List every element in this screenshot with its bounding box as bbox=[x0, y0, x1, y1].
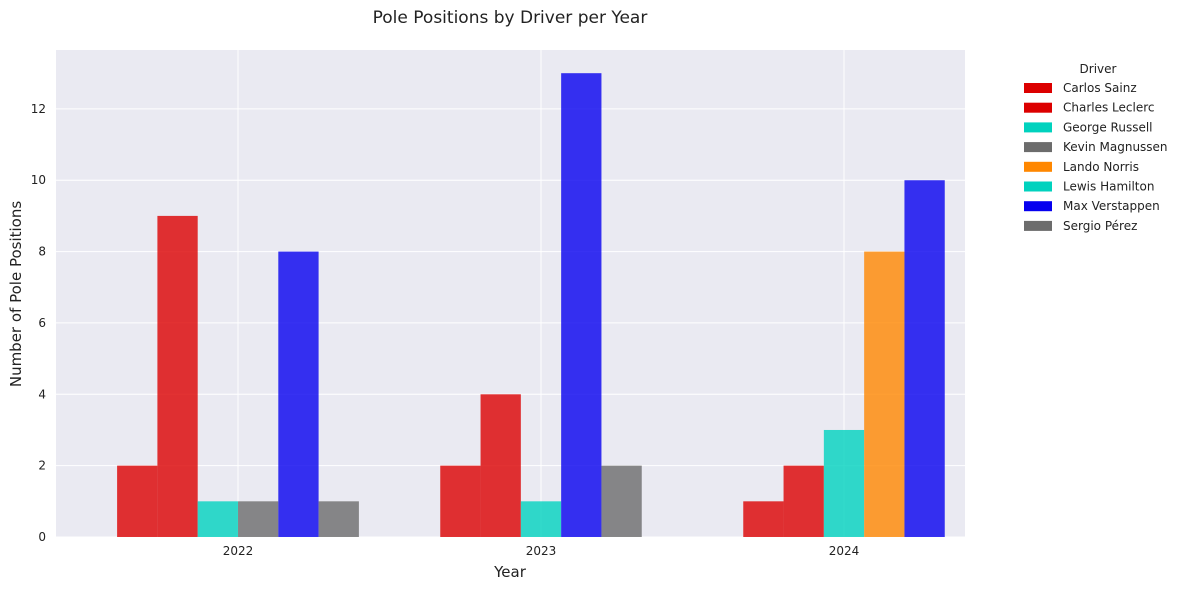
legend-entry-label: Carlos Sainz bbox=[1063, 81, 1137, 95]
y-axis-ticks: 0 2 4 6 8 10 12 bbox=[31, 102, 46, 544]
y-tick-label: 12 bbox=[31, 102, 46, 116]
legend-swatch bbox=[1024, 83, 1052, 93]
y-axis-label: Number of Pole Positions bbox=[7, 201, 25, 388]
bar-charles-leclerc-2024 bbox=[783, 465, 824, 537]
legend-entry-label: Lewis Hamilton bbox=[1063, 180, 1154, 194]
y-tick-label: 2 bbox=[38, 459, 46, 473]
legend-entry-label: Charles Leclerc bbox=[1063, 101, 1155, 115]
y-tick-label: 0 bbox=[38, 530, 46, 544]
bar-george-russell-2022 bbox=[197, 501, 238, 537]
chart-title: Pole Positions by Driver per Year bbox=[373, 8, 648, 28]
bar-kevin-magnussen-2022 bbox=[238, 501, 279, 537]
legend-title: Driver bbox=[1080, 62, 1117, 76]
x-axis-ticks: 2022 2023 2024 bbox=[223, 544, 860, 558]
legend-swatch bbox=[1024, 122, 1052, 133]
y-tick-label: 4 bbox=[38, 387, 46, 401]
bar-charles-leclerc-2023 bbox=[480, 394, 521, 537]
bar-group bbox=[117, 73, 945, 538]
legend-entry-label: George Russell bbox=[1063, 120, 1153, 134]
legend-swatch bbox=[1024, 220, 1052, 231]
y-tick-label: 10 bbox=[31, 173, 46, 187]
legend-entry-label: Lando Norris bbox=[1063, 160, 1139, 174]
legend-swatch bbox=[1024, 102, 1052, 113]
y-tick-label: 8 bbox=[38, 245, 46, 259]
x-axis-label: Year bbox=[493, 563, 527, 581]
bar-george-russell-2024 bbox=[823, 429, 865, 537]
legend-swatch bbox=[1024, 201, 1052, 212]
bar-lando-norris-2024 bbox=[864, 251, 905, 538]
x-tick-label: 2023 bbox=[526, 544, 557, 558]
bar-george-russell-2023 bbox=[520, 501, 562, 537]
bar-max-verstappen-2022 bbox=[278, 251, 319, 538]
legend-entry-label: Kevin Magnussen bbox=[1063, 140, 1168, 154]
bar-max-verstappen-2024 bbox=[904, 180, 945, 537]
bar-charles-leclerc-2022 bbox=[157, 215, 198, 537]
bar-carlos-sainz-2024 bbox=[743, 501, 784, 537]
x-tick-label: 2024 bbox=[829, 544, 860, 558]
bar-max-verstappen-2023 bbox=[561, 73, 602, 537]
bar-sergio-p-rez-2023 bbox=[601, 465, 642, 537]
legend-entry-label: Max Verstappen bbox=[1063, 199, 1160, 213]
bar-carlos-sainz-2023 bbox=[440, 465, 481, 537]
legend: Driver Carlos Sainz Charles Leclerc George… bbox=[1024, 62, 1168, 233]
bar-carlos-sainz-2022 bbox=[117, 465, 158, 537]
bar-sergio-p-rez-2022 bbox=[318, 501, 359, 537]
legend-swatch bbox=[1024, 142, 1052, 153]
x-tick-label: 2022 bbox=[223, 544, 254, 558]
legend-swatch bbox=[1024, 161, 1052, 172]
legend-swatch bbox=[1024, 181, 1052, 192]
legend-entry-label: Sergio Pérez bbox=[1063, 219, 1137, 233]
y-tick-label: 6 bbox=[38, 316, 46, 330]
